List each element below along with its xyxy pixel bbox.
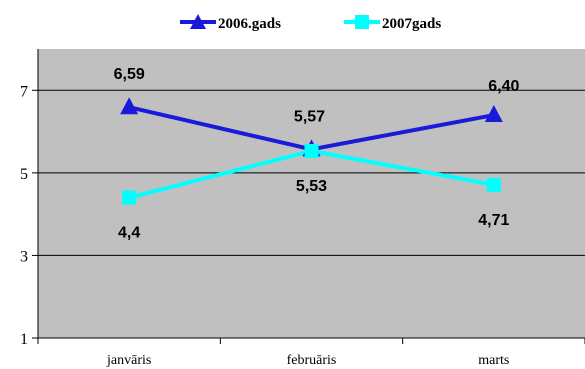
legend-label-2007: 2007gads (382, 16, 441, 32)
y-tick-label-3: 3 (20, 248, 28, 265)
x-tick-labels: janvāris februāris marts (106, 353, 509, 368)
point-s1-1 (304, 143, 319, 158)
data-label-s0-2: 6,40 (488, 78, 519, 95)
point-s1-2 (486, 177, 501, 192)
point-s0-0 (120, 97, 139, 115)
data-label-s1-0: 4,4 (118, 225, 140, 242)
data-labels: 6,59 5,57 6,40 4,4 5,53 4,71 (114, 66, 520, 241)
data-label-s0-1: 5,57 (294, 108, 325, 125)
gridlines (38, 89, 585, 256)
data-label-s1-2: 4,71 (478, 212, 509, 229)
data-label-s1-1: 5,53 (296, 178, 327, 195)
point-s1-0 (122, 190, 137, 205)
y-tick-label-1: 1 (20, 331, 28, 348)
x-tick-label-1: februāris (287, 353, 337, 368)
y-tick-labels: 1 3 5 7 (20, 83, 28, 348)
data-label-s0-0: 6,59 (114, 66, 145, 83)
legend-label-2006: 2006.gads (218, 16, 281, 32)
legend-item-2006: 2006.gads (180, 14, 281, 32)
axes (32, 49, 585, 344)
legend-item-2007: 2007gads (344, 15, 441, 32)
x-tick-label-0: janvāris (106, 353, 151, 368)
y-tick-label-5: 5 (20, 166, 28, 183)
legend: 2006.gads 2007gads (180, 14, 441, 32)
legend-marker-2006 (190, 14, 206, 29)
y-tick-label-7: 7 (20, 83, 28, 100)
legend-marker-2007 (355, 15, 369, 29)
point-s0-2 (484, 105, 503, 123)
series-layer (120, 97, 503, 205)
x-tick-label-2: marts (478, 353, 509, 368)
